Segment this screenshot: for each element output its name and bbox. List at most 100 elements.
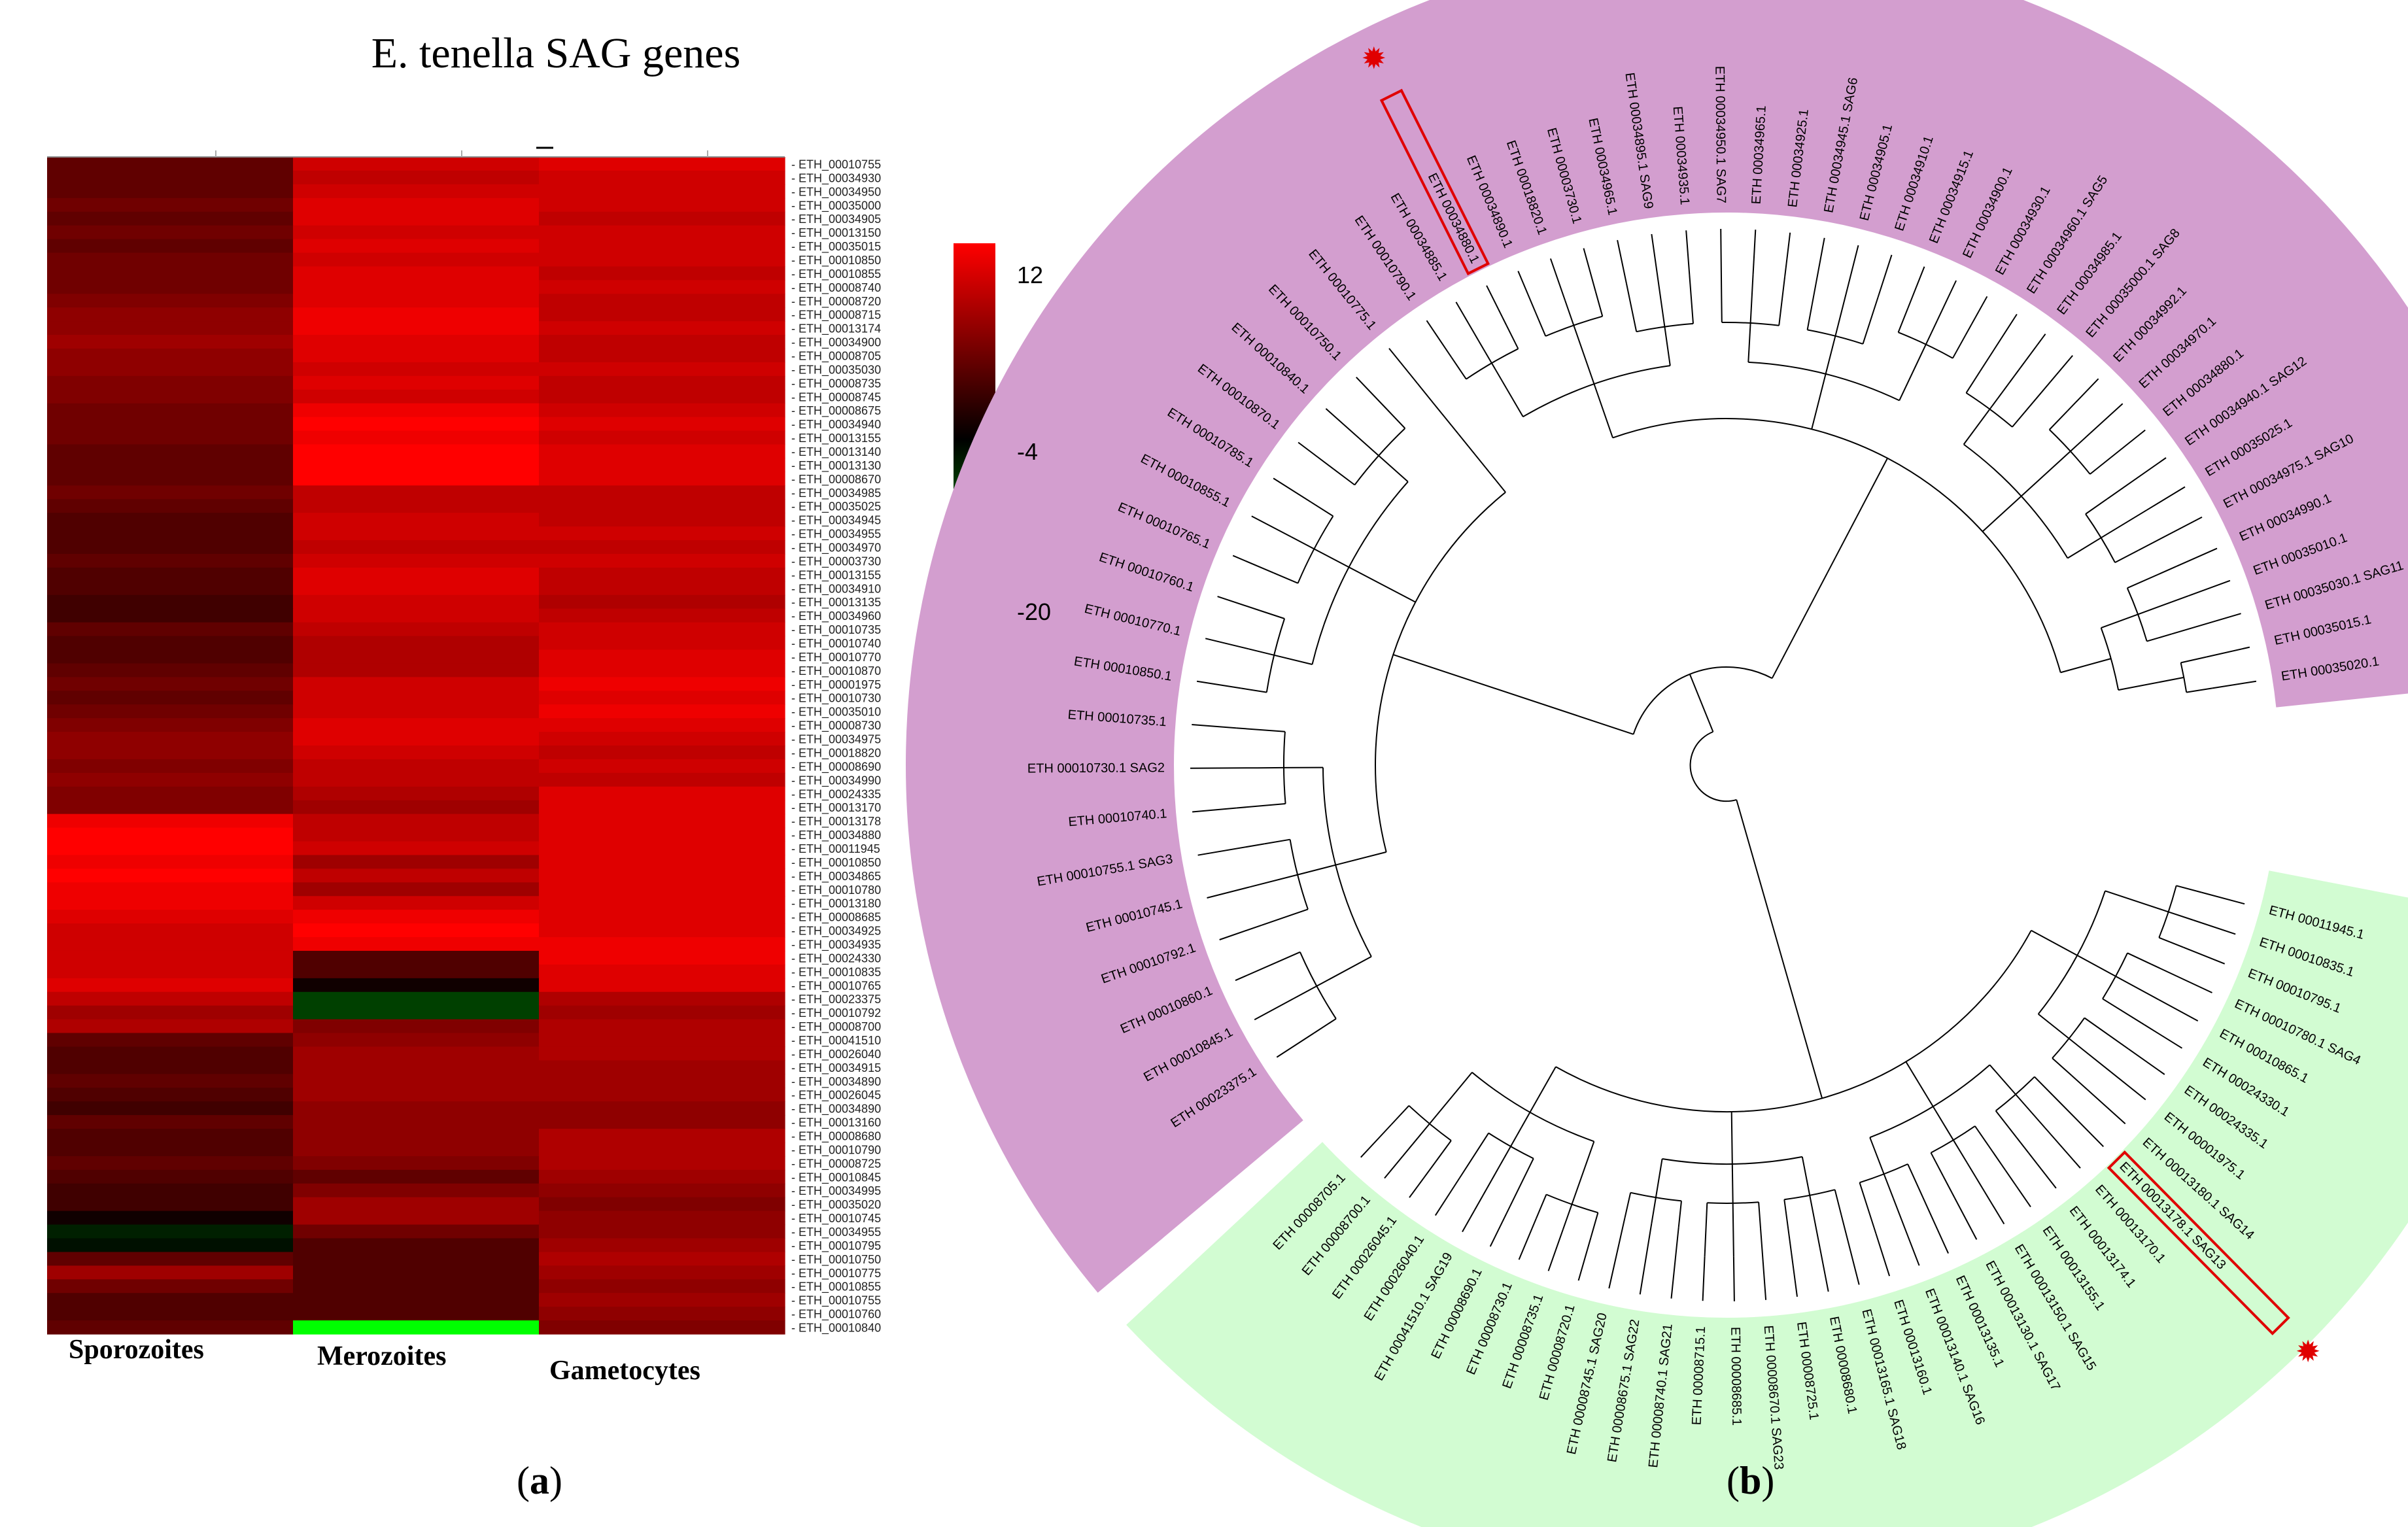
tree-branch [1313, 1018, 1337, 1034]
heatmap-row-label: - ETH_00034890 [791, 1075, 881, 1089]
heatmap-cell [539, 581, 785, 596]
heatmap-row-label: - ETH_00008730 [791, 719, 881, 733]
heatmap-row-label: - ETH_00010845 [791, 1171, 881, 1184]
panel-letter-a: a [529, 1459, 549, 1502]
tree-branch [1736, 799, 1774, 929]
heatmap-cell [47, 335, 294, 349]
tree-branch [2028, 354, 2073, 407]
tree-branch [1236, 727, 1285, 732]
tree-branch [2206, 646, 2250, 658]
heatmap-cell [539, 458, 785, 472]
tree-branch [2107, 457, 2167, 500]
tree-branch [1517, 271, 1536, 313]
panel-label-a: (a) [517, 1459, 562, 1502]
heatmap-cell [47, 513, 294, 527]
heatmap-cell [293, 1115, 540, 1129]
heatmap-cell [293, 896, 540, 910]
heatmap-cell [293, 759, 540, 774]
heatmap-cell [47, 1129, 294, 1143]
tree-branch [2070, 433, 2091, 452]
heatmap-cell [539, 868, 785, 883]
tree-branch [1248, 648, 1275, 656]
tree-branch [1462, 1169, 1499, 1233]
heatmap-cell [293, 746, 540, 760]
heatmap-cell [47, 239, 294, 254]
heatmap-cell [47, 608, 294, 623]
heatmap-cell [539, 567, 785, 582]
heatmap-cell [539, 910, 785, 924]
heatmap-cell [293, 923, 540, 938]
tree-branch [1564, 300, 1575, 326]
tree-branch [1335, 851, 1386, 866]
tree-branch [1963, 409, 1991, 445]
tree-branch [2085, 498, 2108, 515]
heatmap-row-label: - ETH_00034935 [791, 938, 881, 952]
tree-branch [1386, 409, 1406, 429]
tree-branch [2012, 406, 2030, 428]
heatmap-row-label: - ETH_00010792 [791, 1006, 881, 1020]
heatmap-cell [47, 1115, 294, 1129]
tree-branch [1980, 313, 2018, 371]
heatmap-row-label: - ETH_00034985 [791, 487, 881, 500]
heatmap-cell [47, 1074, 294, 1088]
heatmap-cell [539, 991, 785, 1006]
heatmap-cell [539, 157, 785, 171]
heatmap-row-label: - ETH_00010755 [791, 1294, 881, 1308]
tree-branch [1254, 998, 1294, 1021]
heatmap-cell [47, 622, 294, 637]
tree-branch [1290, 536, 1315, 550]
heatmap-cell [47, 978, 294, 993]
heatmap-row-label: - ETH_00010855 [791, 267, 881, 281]
tree-branch [2101, 613, 2139, 629]
tree-branch [1689, 674, 1714, 732]
heatmap-row-label: - ETH_00035015 [791, 240, 881, 254]
heatmap-cell [47, 1088, 294, 1102]
heatmap-cell [293, 1238, 540, 1253]
heatmap-row-label: - ETH_00013170 [791, 801, 881, 815]
heatmap-cell [539, 1238, 785, 1253]
heatmap-row-label: - ETH_00018820 [791, 746, 881, 760]
heatmap-cell [47, 636, 294, 651]
heatmap-cell [539, 499, 785, 513]
heatmap-row-label: - ETH_00034930 [791, 171, 881, 185]
heatmap-cell [293, 335, 540, 349]
tree-arc [1689, 731, 1737, 802]
heatmap-cell [47, 553, 294, 568]
heatmap-row-label: - ETH_00013150 [791, 226, 881, 240]
heatmap-cell [293, 786, 540, 801]
heatmap-cell [293, 1046, 540, 1061]
tree-branch [2031, 929, 2078, 956]
heatmap-row-label: - ETH_00003730 [791, 555, 881, 568]
heatmap-cell [293, 964, 540, 979]
condition-label-sporozoites: Sporozoites [69, 1335, 204, 1365]
heatmap-cell [293, 1279, 540, 1294]
heatmap-cell [293, 978, 540, 993]
heatmap-cell [539, 335, 785, 349]
tree-branch [1752, 230, 1757, 275]
heatmap-cell [47, 184, 294, 199]
tree-leaf-label: ETH 00010730.1 SAG2 [1027, 761, 1165, 776]
heatmap-cell [293, 170, 540, 185]
heatmap-cell [293, 636, 540, 651]
heatmap-cell [293, 526, 540, 541]
heatmap-cell [47, 1307, 294, 1321]
scale-tick-high: 12 [1017, 262, 1044, 288]
heatmap-row-label: - ETH_00001975 [791, 678, 881, 692]
tree-branch [2071, 1075, 2126, 1125]
heatmap-cell [47, 458, 294, 472]
heatmap-cell [539, 594, 785, 609]
heatmap-row-label: - ETH_00010765 [791, 979, 881, 993]
heatmap-cell [47, 1156, 294, 1171]
tree-branch [1685, 230, 1691, 275]
tree-branch [1549, 258, 1566, 301]
tree-branch [2060, 658, 2112, 674]
heatmap-cell [47, 594, 294, 609]
heatmap-cell [293, 937, 540, 952]
tree-branch [1862, 297, 1879, 345]
tree-branch [1982, 496, 2022, 532]
heatmap-cell [539, 252, 785, 267]
tree-branch [1966, 1161, 2005, 1225]
heatmap-cell [293, 540, 540, 555]
heatmap-cell [293, 197, 540, 213]
tree-branch [2018, 334, 2046, 370]
